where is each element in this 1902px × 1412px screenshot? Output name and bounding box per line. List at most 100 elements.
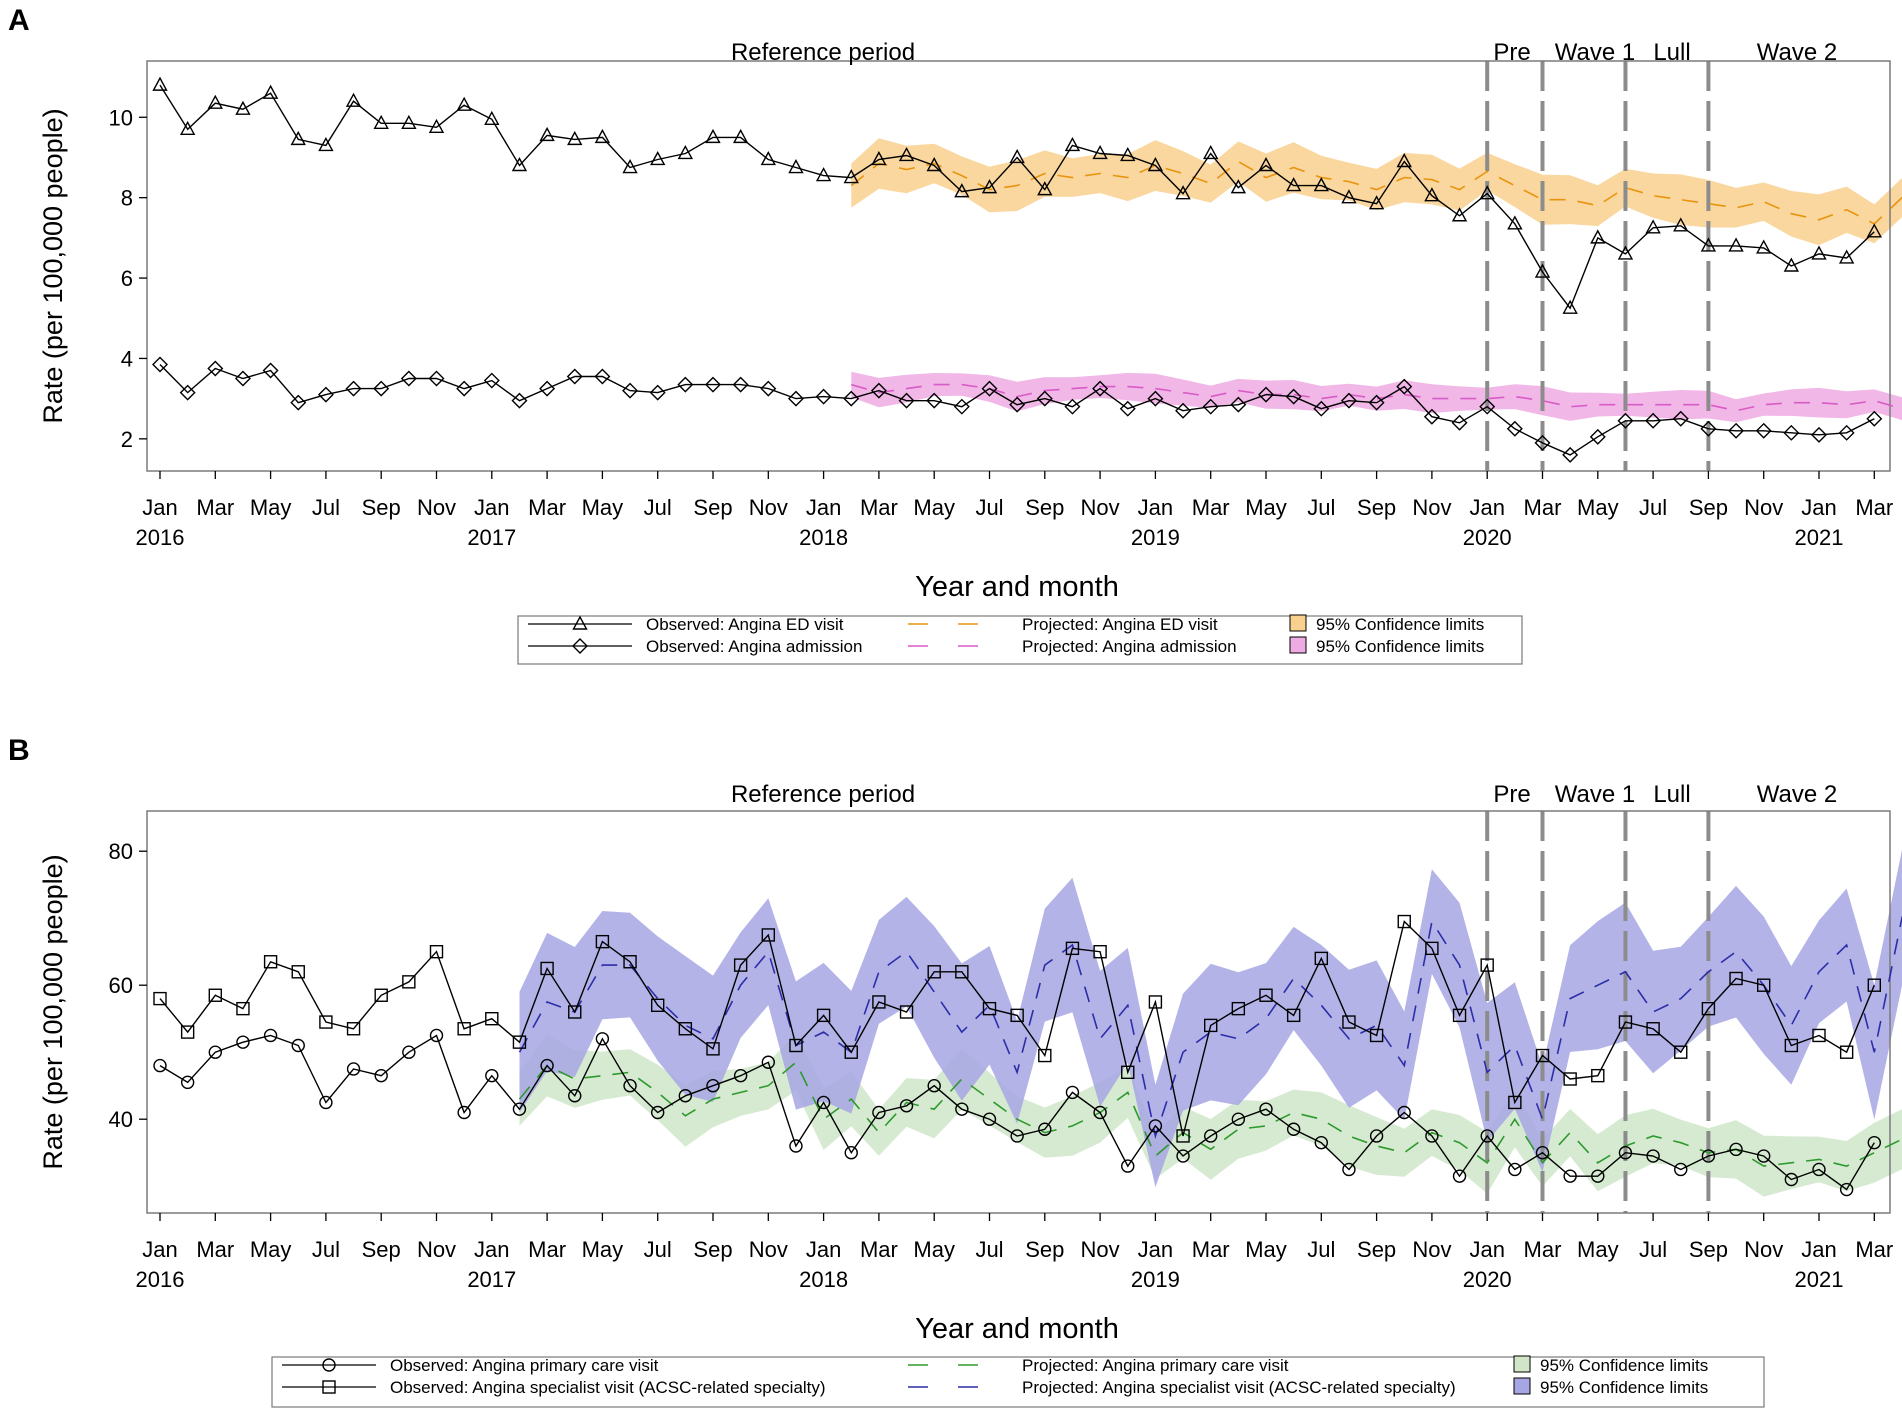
data-point-triangle: [981, 179, 998, 194]
data-point-diamond: [677, 376, 694, 393]
data-point-square: [1259, 988, 1273, 1002]
data-point-square: [236, 1001, 250, 1016]
observed-line: [159, 1034, 1875, 1191]
x-tick-label: May: [250, 495, 292, 520]
data-point-diamond: [732, 376, 749, 393]
data-point-diamond: [1423, 408, 1440, 425]
year-label: 2016: [136, 525, 185, 550]
x-tick-label: Sep: [693, 1237, 732, 1262]
data-point-diamond: [1811, 426, 1827, 443]
data-point-diamond: [1313, 400, 1330, 417]
x-tick-label: Jan: [474, 1237, 509, 1262]
data-point-square: [982, 1001, 997, 1016]
data-point-triangle: [1037, 181, 1053, 196]
legend-label: Observed: Angina primary care visit: [390, 1356, 659, 1375]
data-point-square: [512, 1035, 527, 1049]
x-tick-label: May: [582, 1237, 624, 1262]
x-tick-label: Jan: [806, 495, 841, 520]
data-point-circle: [899, 1099, 914, 1113]
data-point-square: [1674, 1045, 1688, 1059]
data-point-circle: [1148, 1119, 1163, 1133]
data-point-triangle: [954, 183, 970, 198]
x-tick-label: Mar: [1524, 495, 1562, 520]
panel-letter: A: [8, 4, 30, 37]
year-label: 2020: [1463, 1267, 1512, 1292]
data-point-diamond: [1119, 400, 1136, 417]
data-point-triangle: [1092, 144, 1108, 160]
data-point-square: [263, 955, 278, 969]
data-point-circle: [1286, 1122, 1301, 1136]
x-tick-label: Jul: [1307, 1237, 1335, 1262]
data-point-square: [153, 991, 167, 1006]
period-label: Reference period: [731, 39, 915, 66]
data-point-diamond: [594, 368, 611, 385]
data-point-circle: [1203, 1129, 1218, 1143]
data-point-circle: [180, 1075, 195, 1090]
data-point-diamond: [1064, 398, 1081, 415]
data-point-square: [1148, 995, 1163, 1009]
data-point-diamond: [1340, 392, 1357, 409]
x-tick-label: Sep: [362, 495, 401, 520]
data-point-square: [1093, 945, 1107, 959]
data-point-diamond: [1147, 390, 1164, 407]
x-tick-label: Mar: [196, 495, 234, 520]
panel-A: A Reference period Pre Wave 1 Lull Wave 2 2 4 6 8…: [8, 4, 1902, 665]
data-point-triangle: [179, 120, 196, 136]
period-label: Wave 2: [1757, 781, 1837, 808]
year-label: 2019: [1131, 1267, 1180, 1292]
data-point-diamond: [1258, 386, 1274, 403]
x-tick-label: Mar: [1192, 1237, 1230, 1262]
data-point-diamond: [456, 380, 473, 397]
x-tick-label: Jul: [1639, 1237, 1667, 1262]
data-point-diamond: [622, 382, 639, 399]
x-tick-label: Nov: [1744, 495, 1783, 520]
x-tick-label: May: [913, 495, 955, 520]
data-point-square: [485, 1012, 499, 1026]
x-tick-label: Sep: [1689, 495, 1728, 520]
data-point-circle: [1231, 1112, 1246, 1126]
data-point-triangle: [572, 615, 588, 630]
x-tick-label: May: [913, 1237, 955, 1262]
data-point-diamond: [1728, 422, 1745, 439]
data-point-diamond: [815, 388, 832, 405]
data-point-diamond: [1755, 422, 1772, 439]
data-point-circle: [1508, 1162, 1522, 1177]
confidence-band: [851, 371, 1902, 423]
data-point-square: [761, 928, 775, 942]
data-point-triangle: [262, 84, 279, 99]
data-point-circle: [1425, 1129, 1439, 1143]
data-point-circle: [706, 1078, 720, 1093]
data-point-circle: [540, 1058, 554, 1073]
data-point-square: [623, 955, 637, 969]
x-tick-label: Jan: [142, 1237, 177, 1262]
data-point-square: [1121, 1065, 1135, 1080]
data-point-square: [540, 961, 554, 976]
data-point-circle: [346, 1062, 361, 1076]
legend-label: Observed: Angina admission: [646, 637, 862, 656]
legend-swatch: [1513, 1355, 1531, 1373]
data-point-triangle: [871, 151, 887, 166]
data-point-square: [678, 1022, 693, 1036]
data-point-square: [872, 995, 886, 1009]
data-point-circle: [374, 1068, 388, 1083]
data-point-triangle: [1756, 239, 1772, 254]
data-point-diamond: [566, 368, 583, 385]
x-tick-label: Nov: [1081, 1237, 1120, 1262]
data-point-circle: [982, 1112, 997, 1126]
data-point-square: [1314, 951, 1329, 966]
data-point-triangle: [1368, 195, 1385, 210]
data-point-triangle: [1120, 146, 1136, 162]
data-point-square: [733, 958, 748, 972]
data-point-square: [208, 988, 223, 1002]
x-tick-label: Sep: [693, 495, 732, 520]
data-point-circle: [678, 1089, 693, 1103]
data-point-circle: [1812, 1162, 1826, 1177]
data-point-circle: [955, 1102, 969, 1116]
plot-frame: [146, 60, 1891, 472]
data-point-triangle: [1175, 185, 1191, 200]
data-point-diamond: [539, 380, 556, 397]
data-point-square: [429, 945, 444, 959]
data-point-circle: [872, 1105, 886, 1120]
data-point-triangle: [843, 169, 859, 184]
data-point-triangle: [1064, 136, 1081, 152]
